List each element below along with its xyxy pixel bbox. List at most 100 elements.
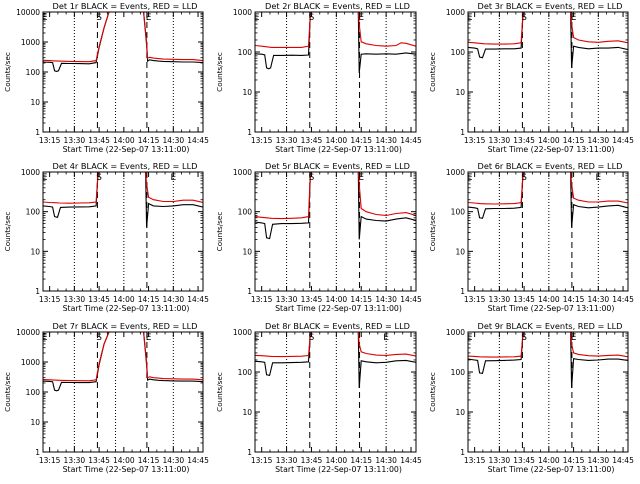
x-axis-label: Start Time (22-Sep-07 13:11:00) [488,145,615,154]
x-tick-label: 14:30 [375,295,397,304]
y-tick-label: 10 [30,418,40,427]
x-tick-label: 13:15 [39,295,61,304]
x-tick-label: 14:00 [326,295,348,304]
x-tick-label: 14:15 [563,136,585,145]
y-tick-label: 1000 [446,328,465,337]
x-tick-label: 14:00 [538,295,560,304]
x-tick-label: 13:15 [251,456,273,465]
y-tick-label: 100 [451,48,466,57]
x-tick-label: 13:30 [489,456,511,465]
x-tick-label: 13:45 [88,456,110,465]
y-tick-label: 100 [26,68,41,77]
series-line-lld [468,12,628,45]
x-tick-label: 14:30 [163,456,185,465]
y-tick-label: 1000 [21,358,40,367]
series-line-events [43,172,203,228]
marker-label: E [595,173,601,183]
panel-det-8: Det 8r BLACK = Events, RED = LLD 1 10 100 10… [215,321,422,474]
y-axis-label: Counts/sec [428,52,437,92]
x-tick-label: 13:15 [464,136,486,145]
x-axis-label: Start Time (22-Sep-07 13:11:00) [63,145,190,154]
panel-title: Det 7r BLACK = Events, RED = LLD [53,321,198,331]
x-tick-label: 14:15 [563,456,585,465]
marker-label: E [42,173,48,183]
marker-label: E [358,13,364,23]
y-tick-label: 1000 [446,168,465,177]
y-tick-label: 100 [451,208,466,217]
plot-frame [254,11,417,133]
x-tick-label: 14:45 [612,456,634,465]
x-tick-label: 13:30 [276,136,298,145]
marker-label: S [309,173,315,183]
series-line-lld [43,172,203,204]
x-tick-label: 13:45 [301,456,323,465]
series-line-events [255,172,416,240]
x-tick-label: 13:30 [276,456,298,465]
y-axis-label: Counts/sec [428,372,437,412]
panel-det-9: Det 9r BLACK = Events, RED = LLD 1 10 100 10… [428,321,634,474]
marker-label: S [521,173,527,183]
x-tick-label: 13:30 [64,456,86,465]
y-tick-label: 1000 [233,328,252,337]
x-axis-label: Start Time (22-Sep-07 13:11:00) [488,304,615,313]
x-tick-label: 13:45 [513,295,535,304]
x-tick-label: 14:45 [187,295,209,304]
y-axis-label: Counts/sec [3,212,12,252]
x-tick-label: 13:45 [301,295,323,304]
marker-label: E [42,13,48,23]
series-line-lld [468,172,628,205]
series-line-events [255,332,416,388]
series-line-lld [43,12,203,63]
y-tick-label: 1000 [233,168,252,177]
marker-label: E [254,13,260,23]
x-tick-label: 14:15 [138,136,160,145]
y-tick-label: 10 [242,88,252,97]
panel-title: Det 5r BLACK = Events, RED = LLD [265,161,410,171]
plot-frame [467,331,629,453]
panel-title: Det 2r BLACK = Events, RED = LLD [265,1,410,11]
marker-label: E [383,333,389,343]
y-tick-label: 10 [455,408,465,417]
marker-label: S [521,333,527,343]
x-tick-label: 13:45 [513,456,535,465]
marker-label: E [146,333,152,343]
x-axis-label: Start Time (22-Sep-07 13:11:00) [275,304,402,313]
panel-title: Det 3r BLACK = Events, RED = LLD [478,1,623,11]
marker-label: S [96,333,102,343]
panel-det-7: Det 7r BLACK = Events, RED = LLD 1 10 100 10… [3,321,209,474]
marker-label: S [96,13,102,23]
x-tick-label: 14:15 [350,295,372,304]
y-tick-label: 10 [242,408,252,417]
x-tick-label: 13:30 [489,295,511,304]
series-line-lld [255,332,416,358]
marker-label: S [521,13,527,23]
y-tick-label: 1000 [21,38,40,47]
series-line-lld [255,12,416,48]
y-tick-label: 10 [30,247,40,256]
x-axis-label: Start Time (22-Sep-07 13:11:00) [63,465,190,474]
marker-label: E [42,333,48,343]
marker-label: E [254,173,260,183]
x-tick-label: 14:00 [538,456,560,465]
y-tick-label: 100 [238,368,253,377]
y-tick-label: 10000 [16,8,40,17]
y-axis-label: Counts/sec [3,372,12,412]
plot-frame [254,331,417,453]
y-tick-label: 1 [35,448,40,457]
x-axis-label: Start Time (22-Sep-07 13:11:00) [63,304,190,313]
series-line-lld [255,172,416,220]
x-tick-label: 13:15 [464,295,486,304]
y-tick-label: 100 [26,388,41,397]
panel-title: Det 1r BLACK = Events, RED = LLD [53,1,198,11]
y-tick-label: 1000 [446,8,465,17]
panel-det-5: Det 5r BLACK = Events, RED = LLD 1 10 100 10… [215,161,422,313]
plot-frame [42,171,204,292]
x-tick-label: 14:15 [350,136,372,145]
series-line-events [468,172,628,228]
y-axis-label: Counts/sec [215,212,224,252]
y-axis-label: Counts/sec [215,52,224,92]
panel-title: Det 6r BLACK = Events, RED = LLD [478,161,623,171]
x-tick-label: 14:45 [400,295,422,304]
x-tick-label: 14:45 [187,456,209,465]
